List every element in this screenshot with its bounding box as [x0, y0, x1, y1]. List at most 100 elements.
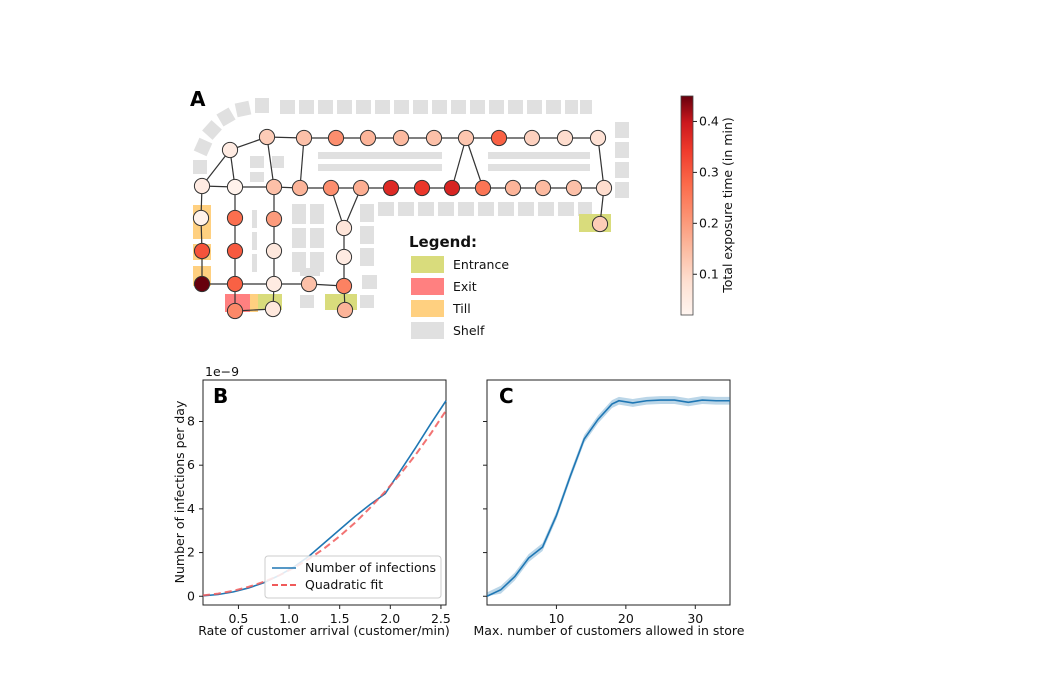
shelf	[202, 120, 222, 140]
panel-a-letter: A	[190, 87, 206, 111]
shelf	[193, 137, 213, 157]
colorbar-tick-label: 0.3	[699, 164, 719, 179]
shelf	[458, 202, 474, 216]
graph-node	[425, 129, 443, 147]
graph-node	[221, 141, 239, 159]
graph-node	[335, 219, 353, 237]
legend-swatch-shelf	[411, 322, 444, 339]
graph-node	[457, 129, 475, 147]
shelf	[299, 100, 314, 114]
shelf	[337, 100, 352, 114]
map-legend: Legend: Entrance Exit Till Shelf	[409, 233, 509, 339]
graph-node	[534, 179, 552, 197]
x-tick-label: 2.5	[431, 611, 451, 626]
graph-node	[322, 179, 340, 197]
shelf	[488, 164, 590, 171]
shelf	[252, 210, 257, 228]
shelf	[292, 252, 306, 272]
x-tick-label: 1.0	[279, 611, 299, 626]
shelf	[398, 202, 414, 216]
shelf	[250, 172, 264, 182]
x-tick-label: 20	[618, 611, 634, 626]
panel-c-letter: C	[499, 384, 514, 408]
x-tick-label: 2.0	[380, 611, 400, 626]
graph-node	[226, 242, 244, 260]
y-tick-label: 2	[187, 545, 195, 560]
graph-node	[226, 302, 244, 320]
legend-label-exit: Exit	[453, 279, 477, 294]
shelf	[318, 100, 333, 114]
graph-node	[258, 128, 276, 146]
shelf	[527, 100, 542, 114]
legend-label-entrance: Entrance	[453, 257, 509, 272]
panel-c-x-label: Max. number of customers allowed in stor…	[474, 623, 745, 638]
graph-node	[265, 178, 283, 196]
shelf	[498, 202, 514, 216]
shelf	[252, 254, 257, 272]
graph-node	[474, 179, 492, 197]
graph-node	[523, 129, 541, 147]
shelf	[310, 228, 324, 248]
shelf	[580, 100, 592, 114]
confidence-band	[487, 396, 730, 597]
shelf	[478, 202, 494, 216]
graph-node	[336, 301, 354, 319]
panel-b-scale-label: 1e−9	[205, 364, 239, 379]
graph-node	[504, 179, 522, 197]
x-tick-label: 0.5	[228, 611, 248, 626]
shelf	[280, 100, 295, 114]
shelf	[234, 100, 252, 118]
graph-nodes	[192, 128, 613, 320]
series-line-infections	[202, 400, 447, 597]
shelf	[360, 226, 374, 244]
graph-node	[291, 179, 309, 197]
graph-node	[300, 275, 318, 293]
y-tick-label: 6	[187, 457, 195, 472]
till-zone	[250, 294, 258, 312]
colorbar-gradient	[680, 95, 694, 316]
panel-b-axes	[202, 379, 447, 606]
graph-node	[352, 179, 370, 197]
graph-node	[226, 209, 244, 227]
shelf	[518, 202, 534, 216]
graph-node	[295, 129, 313, 147]
panel-b-legend: Number of infections Quadratic fit	[264, 555, 442, 599]
shelf	[451, 100, 466, 114]
shelf	[378, 202, 394, 216]
legend-label-till: Till	[452, 301, 471, 316]
shelf	[578, 202, 592, 216]
y-tick-label: 4	[187, 501, 195, 516]
colorbar: 0.1 0.2 0.3 0.4 Total exposure time (in min…	[680, 95, 735, 316]
shelf	[360, 204, 374, 222]
series-line-quadratic-fit	[202, 410, 447, 597]
shelf	[558, 202, 574, 216]
legend-swatch-exit	[411, 278, 444, 295]
shelf	[272, 156, 284, 168]
shelf	[193, 160, 207, 174]
graph-node	[192, 209, 210, 227]
shelf	[216, 107, 236, 127]
shelf	[300, 268, 320, 276]
shelf	[250, 156, 264, 168]
x-tick-label: 10	[548, 611, 564, 626]
y-tick-label: 0	[187, 588, 195, 603]
shelf	[318, 164, 442, 171]
series-line-infections	[486, 399, 730, 597]
shelf	[615, 122, 629, 138]
y-tick-label: 8	[187, 414, 195, 429]
shelf	[418, 202, 434, 216]
graph-node	[226, 178, 244, 196]
graph-edge	[299, 137, 305, 189]
shelf	[432, 100, 447, 114]
graph-node	[193, 177, 211, 195]
graph-node	[413, 179, 431, 197]
graph-node	[556, 129, 574, 147]
legend-label-fit: Quadratic fit	[305, 577, 383, 592]
panel-c-chart: C 10 20 30 Max. number of customers allowe…	[474, 379, 745, 638]
graph-node	[335, 277, 353, 295]
graph-node	[193, 242, 211, 260]
legend-label-infections: Number of infections	[305, 560, 436, 575]
graph-node	[392, 129, 410, 147]
graph-node	[327, 129, 345, 147]
